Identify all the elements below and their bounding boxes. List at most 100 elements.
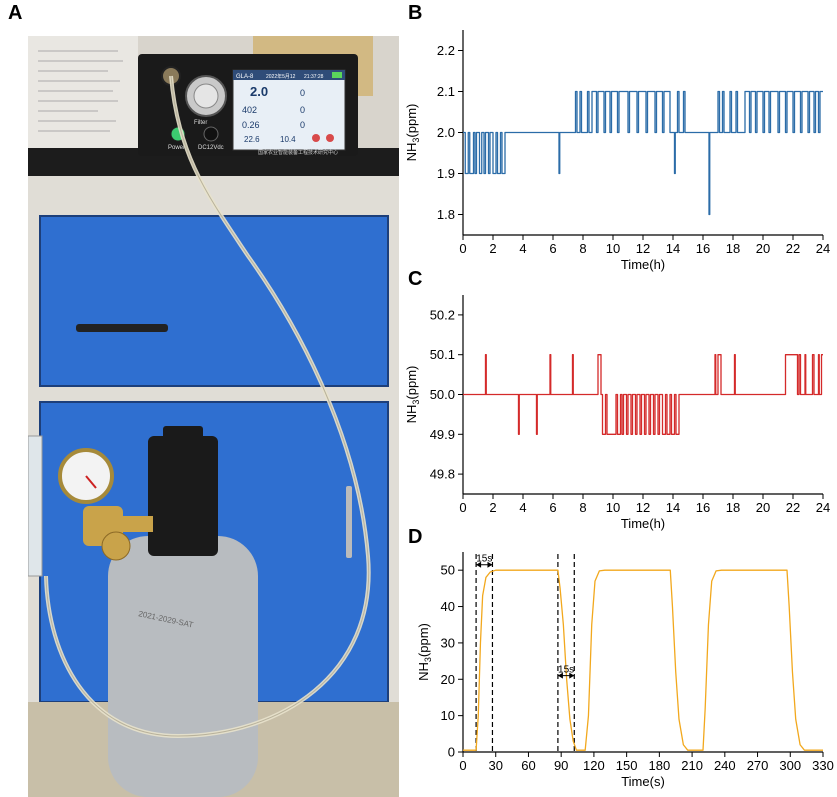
x-tick-label: 0 — [459, 758, 466, 773]
screen-date: 2022年5月12 — [266, 73, 296, 80]
panel-label-c: C — [408, 268, 423, 290]
x-tick-label: 2 — [489, 500, 496, 515]
x-tick-label: 16 — [696, 500, 710, 515]
y-tick-label: 49.9 — [430, 427, 455, 442]
upper-drawer-handle — [76, 324, 168, 332]
y-tick-label: 2.1 — [437, 84, 455, 99]
upper-drawer — [39, 215, 389, 387]
x-tick-label: 300 — [779, 758, 801, 773]
x-tick-label: 18 — [726, 241, 740, 256]
chart-b: 0 2 4 6 8 10 12 14 16 18 20 22 241.81.92.02.12.2Time… — [404, 30, 830, 272]
device-photo: GLA-8 2022年5月12 21:37:28 2.0 402 0.26 22… — [28, 36, 399, 797]
screen-main-value: 2.0 — [250, 84, 268, 99]
y-tick-label: 20 — [441, 672, 455, 687]
x-tick-label: 12 — [636, 241, 650, 256]
x-tick-label: 10 — [606, 241, 620, 256]
data-series-line — [463, 90, 823, 216]
annotation-arrowhead-right — [569, 672, 575, 679]
flowmeter — [28, 435, 43, 577]
y-tick-label: 50.1 — [430, 347, 455, 362]
x-tick-label: 30 — [488, 758, 502, 773]
x-tick-label: 18 — [726, 500, 740, 515]
x-tick-label: 14 — [666, 500, 680, 515]
y-tick-label: 0 — [448, 745, 455, 760]
x-tick-label: 22 — [786, 500, 800, 515]
screen-title: GLA-8 — [236, 74, 254, 80]
x-tick-label: 60 — [521, 758, 535, 773]
panel-label-b: B — [408, 2, 423, 24]
x-tick-label: 330 — [812, 758, 834, 773]
x-tick-label: 270 — [747, 758, 769, 773]
annotation-arrowhead-right — [487, 561, 493, 568]
svg-text:0: 0 — [300, 120, 305, 130]
y-tick-label: 50.0 — [430, 387, 455, 402]
x-tick-label: 6 — [549, 241, 556, 256]
y-tick-label: 2.2 — [437, 43, 455, 58]
y-axis-label: NH3(ppm) — [416, 623, 433, 681]
screen-time: 21:37:28 — [304, 74, 324, 80]
x-tick-label: 4 — [519, 241, 526, 256]
dc-label: DC12Vdc — [198, 145, 224, 151]
gas-tube-edge — [45, 75, 370, 737]
x-tick-label: 0 — [459, 500, 466, 515]
x-tick-label: 20 — [756, 500, 770, 515]
x-tick-label: 2 — [489, 241, 496, 256]
x-tick-label: 16 — [696, 241, 710, 256]
x-tick-label: 4 — [519, 500, 526, 515]
x-tick-label: 24 — [816, 241, 830, 256]
x-tick-label: 90 — [554, 758, 568, 773]
y-tick-label: 10 — [441, 708, 455, 723]
screen-value-2: 0.26 — [242, 120, 260, 130]
svg-text:0: 0 — [300, 88, 305, 98]
gas-analyzer-device: GLA-8 2022年5月12 21:37:28 2.0 402 0.26 22… — [138, 54, 358, 156]
x-axis-label: Time(h) — [621, 516, 665, 531]
panel-label-d: D — [408, 526, 423, 548]
chart-d: 0 30 60 90 120 150 180 210 240 270 300 330 0 10 20 30 40… — [416, 552, 834, 789]
x-axis-label: Time(h) — [621, 257, 665, 272]
x-tick-label: 0 — [459, 241, 466, 256]
y-tick-label: 30 — [441, 635, 455, 650]
y-tick-label: 50 — [441, 563, 455, 578]
x-tick-label: 180 — [649, 758, 671, 773]
y-tick-label: 49.8 — [430, 467, 455, 482]
annotation-arrowhead-left — [557, 672, 563, 679]
annotation-arrowhead-left — [476, 561, 482, 568]
x-tick-label: 240 — [714, 758, 736, 773]
dc-port — [203, 126, 219, 142]
x-tick-label: 20 — [756, 241, 770, 256]
x-tick-label: 24 — [816, 500, 830, 515]
screen-footer: 国家农业智能装备工程技术研究中心 — [258, 149, 338, 156]
y-tick-label: 1.9 — [437, 166, 455, 181]
y-tick-label: 50.2 — [430, 307, 455, 322]
data-series-line — [463, 569, 823, 751]
x-tick-label: 10 — [606, 500, 620, 515]
panel-label-a: A — [8, 2, 23, 24]
screen-humidity: 10.4 — [280, 135, 296, 144]
x-axis-label: Time(s) — [621, 774, 665, 789]
x-tick-label: 150 — [616, 758, 638, 773]
filter-label: Filter — [194, 120, 207, 126]
x-tick-label: 120 — [583, 758, 605, 773]
x-tick-label: 12 — [636, 500, 650, 515]
y-tick-label: 40 — [441, 599, 455, 614]
y-tick-label: 2.0 — [437, 125, 455, 140]
screen-temp: 22.6 — [244, 135, 260, 144]
data-series-line — [463, 354, 823, 435]
x-tick-label: 8 — [579, 241, 586, 256]
chart-c: 0 2 4 6 8 10 12 14 16 18 20 22 2449.849.950.050.150.… — [404, 295, 830, 531]
x-tick-label: 8 — [579, 500, 586, 515]
y-axis-label: NH3(ppm) — [404, 104, 421, 162]
power-label: Power — [168, 145, 185, 151]
annotation-label: 15s — [476, 554, 492, 565]
x-tick-label: 210 — [681, 758, 703, 773]
y-axis-label: NH3(ppm) — [404, 366, 421, 424]
y-tick-label: 1.8 — [437, 207, 455, 222]
svg-text:0: 0 — [300, 105, 305, 115]
annotation-label: 15s — [558, 665, 574, 676]
pressure-regulator — [58, 448, 153, 561]
screen-co2-value: 402 — [242, 105, 257, 115]
lower-drawer-handle — [346, 486, 352, 558]
x-tick-label: 22 — [786, 241, 800, 256]
x-tick-label: 14 — [666, 241, 680, 256]
